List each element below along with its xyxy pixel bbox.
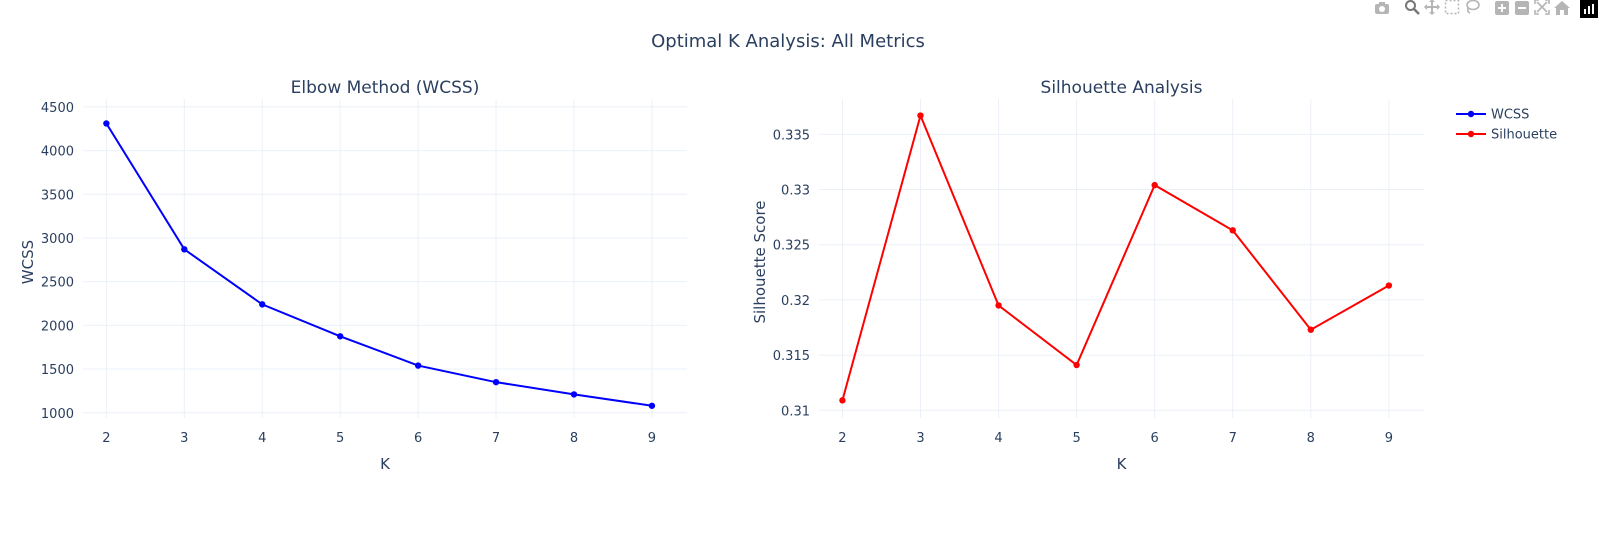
box-select-button[interactable]	[1442, 0, 1462, 18]
y-tick-label: 3000	[41, 232, 74, 247]
legend-marker	[1467, 130, 1475, 138]
series-line-silhouette	[841, 112, 1390, 401]
legend: WCSS Silhouette	[1456, 108, 1557, 143]
y-axis-title: WCSS	[19, 240, 37, 284]
y-tick-label: 0.325	[773, 239, 810, 254]
x-tick-label: 8	[1307, 431, 1315, 446]
x-axis-title: K	[380, 455, 391, 473]
legend-label: WCSS	[1491, 108, 1529, 123]
x-tick-label: 8	[570, 431, 578, 446]
x-axis-title: K	[1117, 455, 1128, 473]
lasso-icon	[1464, 0, 1480, 19]
y-tick-label: 3500	[41, 188, 74, 203]
subplot-2: 2 3 4 5 6 7 8 9 0.31 0.315 0.32 0.325 0.33 0.335 Silho…	[751, 78, 1424, 473]
y-tick-label: 2500	[41, 276, 74, 291]
legend-marker	[1467, 110, 1475, 118]
x-tick-label: 2	[102, 431, 110, 446]
legend-item-wcss[interactable]: WCSS	[1456, 108, 1529, 123]
legend-item-silhouette[interactable]: Silhouette	[1456, 128, 1557, 143]
pan-button[interactable]	[1422, 0, 1442, 18]
reset-axes-icon	[1554, 0, 1570, 19]
zoom-in-button[interactable]	[1492, 0, 1512, 18]
x-tick-label: 9	[648, 431, 656, 446]
subplot-1: 2 3 4 5 6 7 8 9 1000 1500 2000 2500 3000 3500 4000 4500…	[19, 78, 687, 473]
data-point-silhouette[interactable]	[1073, 361, 1080, 369]
data-point-wcss[interactable]	[103, 120, 110, 127]
x-tick-label: 7	[492, 431, 500, 446]
legend-label: Silhouette	[1491, 128, 1557, 143]
x-tick-label: 3	[916, 431, 924, 446]
data-point-wcss[interactable]	[648, 402, 656, 409]
camera-icon	[1374, 0, 1390, 19]
x-tick-label: 5	[1072, 431, 1080, 446]
subplot-title: Silhouette Analysis	[1041, 78, 1203, 98]
data-point-silhouette[interactable]	[995, 302, 1002, 309]
zoom-icon	[1404, 0, 1420, 19]
zoom-out-button[interactable]	[1512, 0, 1532, 18]
y-tick-label: 4000	[41, 145, 74, 160]
data-point-wcss[interactable]	[492, 378, 500, 386]
data-point-silhouette[interactable]	[1151, 181, 1158, 189]
subplot-title: Elbow Method (WCSS)	[291, 78, 480, 98]
autoscale-icon	[1534, 0, 1550, 19]
x-tick-label: 4	[258, 431, 266, 446]
autoscale-button[interactable]	[1532, 0, 1552, 18]
reset-axes-button[interactable]	[1552, 0, 1572, 18]
x-tick-label: 7	[1229, 431, 1237, 446]
plotly-logo-icon[interactable]	[1580, 0, 1598, 18]
data-point-silhouette[interactable]	[1229, 227, 1236, 234]
x-tick-label: 6	[1151, 431, 1159, 446]
data-point-wcss[interactable]	[414, 362, 422, 369]
zoom-out-icon	[1515, 0, 1529, 19]
y-tick-label: 2000	[41, 319, 74, 334]
x-tick-label: 2	[838, 431, 846, 446]
modebar	[1372, 0, 1600, 18]
box-select-icon	[1444, 0, 1460, 19]
y-tick-label: 0.32	[781, 294, 810, 309]
camera-button[interactable]	[1372, 0, 1392, 18]
y-tick-label: 1000	[41, 407, 74, 422]
data-point-silhouette[interactable]	[1385, 282, 1393, 289]
zoom-button[interactable]	[1402, 0, 1422, 18]
x-tick-label: 3	[180, 431, 188, 446]
y-tick-label: 4500	[41, 101, 74, 116]
pan-icon	[1424, 0, 1440, 19]
data-point-wcss[interactable]	[259, 301, 266, 308]
chart-title: Optimal K Analysis: All Metrics	[651, 31, 925, 52]
data-point-wcss[interactable]	[336, 333, 344, 340]
y-tick-label: 1500	[41, 363, 74, 378]
data-point-silhouette[interactable]	[1307, 326, 1315, 333]
series-line-wcss	[105, 122, 653, 407]
x-tick-label: 4	[994, 431, 1002, 446]
data-point-wcss[interactable]	[181, 246, 188, 253]
y-tick-label: 0.335	[773, 128, 810, 143]
y-tick-label: 0.31	[781, 404, 810, 419]
y-axis-title: Silhouette Score	[751, 200, 769, 323]
y-tick-label: 0.315	[773, 349, 810, 364]
lasso-button[interactable]	[1462, 0, 1482, 18]
data-point-wcss[interactable]	[570, 391, 578, 398]
data-point-silhouette[interactable]	[917, 112, 924, 119]
data-point-silhouette[interactable]	[839, 397, 846, 404]
y-tick-label: 0.33	[781, 184, 810, 199]
x-tick-label: 6	[414, 431, 422, 446]
x-tick-label: 9	[1385, 431, 1393, 446]
zoom-in-icon	[1495, 0, 1509, 19]
x-tick-label: 5	[336, 431, 344, 446]
